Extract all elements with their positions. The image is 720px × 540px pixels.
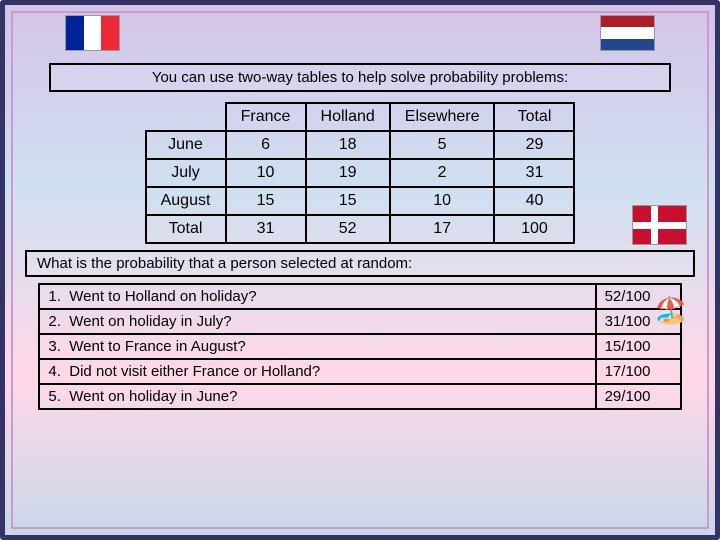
question-text: 5. Went on holiday in June?	[39, 384, 595, 409]
col-header: France	[226, 103, 306, 131]
cell: 31	[226, 215, 306, 243]
table-row: July 10 19 2 31	[146, 159, 575, 187]
cell: 15	[226, 187, 306, 215]
question-row: 3. Went to France in August? 15/100	[39, 334, 680, 359]
cell: 52	[306, 215, 390, 243]
question-text: 4. Did not visit either France or Hollan…	[39, 359, 595, 384]
cell: 17	[390, 215, 495, 243]
cell: 100	[494, 215, 574, 243]
question-row: 5. Went on holiday in June? 29/100	[39, 384, 680, 409]
cell: 10	[226, 159, 306, 187]
question-row: 1. Went to Holland on holiday? 52/100	[39, 284, 680, 309]
cell: 15	[306, 187, 390, 215]
question-row: 4. Did not visit either France or Hollan…	[39, 359, 680, 384]
table-header-row: France Holland Elsewhere Total	[146, 103, 575, 131]
answer-text: 15/100	[596, 334, 681, 359]
cell: 5	[390, 131, 495, 159]
cell: 2	[390, 159, 495, 187]
table-row: Total 31 52 17 100	[146, 215, 575, 243]
subheader-text: What is the probability that a person se…	[25, 250, 695, 277]
cell: 18	[306, 131, 390, 159]
table-row: August 15 15 10 40	[146, 187, 575, 215]
row-header: July	[146, 159, 226, 187]
two-way-table: France Holland Elsewhere Total June 6 18…	[145, 102, 576, 244]
col-header: Total	[494, 103, 574, 131]
corner-cell	[146, 103, 226, 131]
col-header: Holland	[306, 103, 390, 131]
answer-text: 29/100	[596, 384, 681, 409]
question-table: 1. Went to Holland on holiday? 52/100 2.…	[38, 283, 681, 410]
question-text: 3. Went to France in August?	[39, 334, 595, 359]
row-header: June	[146, 131, 226, 159]
cell: 19	[306, 159, 390, 187]
question-row: 2. Went on holiday in July? 31/100	[39, 309, 680, 334]
holland-flag-icon	[600, 15, 655, 51]
flag-row	[25, 15, 695, 51]
header-text: You can use two-way tables to help solve…	[49, 63, 671, 92]
answer-text: 17/100	[596, 359, 681, 384]
cell: 31	[494, 159, 574, 187]
table-row: June 6 18 5 29	[146, 131, 575, 159]
france-flag-icon	[65, 15, 120, 51]
row-header: Total	[146, 215, 226, 243]
cell: 40	[494, 187, 574, 215]
question-text: 2. Went on holiday in July?	[39, 309, 595, 334]
cell: 10	[390, 187, 495, 215]
beach-icon: 🏖️	[655, 295, 687, 326]
cell: 6	[226, 131, 306, 159]
denmark-flag-icon	[632, 205, 687, 245]
row-header: August	[146, 187, 226, 215]
cell: 29	[494, 131, 574, 159]
slide-container: You can use two-way tables to help solve…	[0, 0, 720, 540]
col-header: Elsewhere	[390, 103, 495, 131]
question-text: 1. Went to Holland on holiday?	[39, 284, 595, 309]
